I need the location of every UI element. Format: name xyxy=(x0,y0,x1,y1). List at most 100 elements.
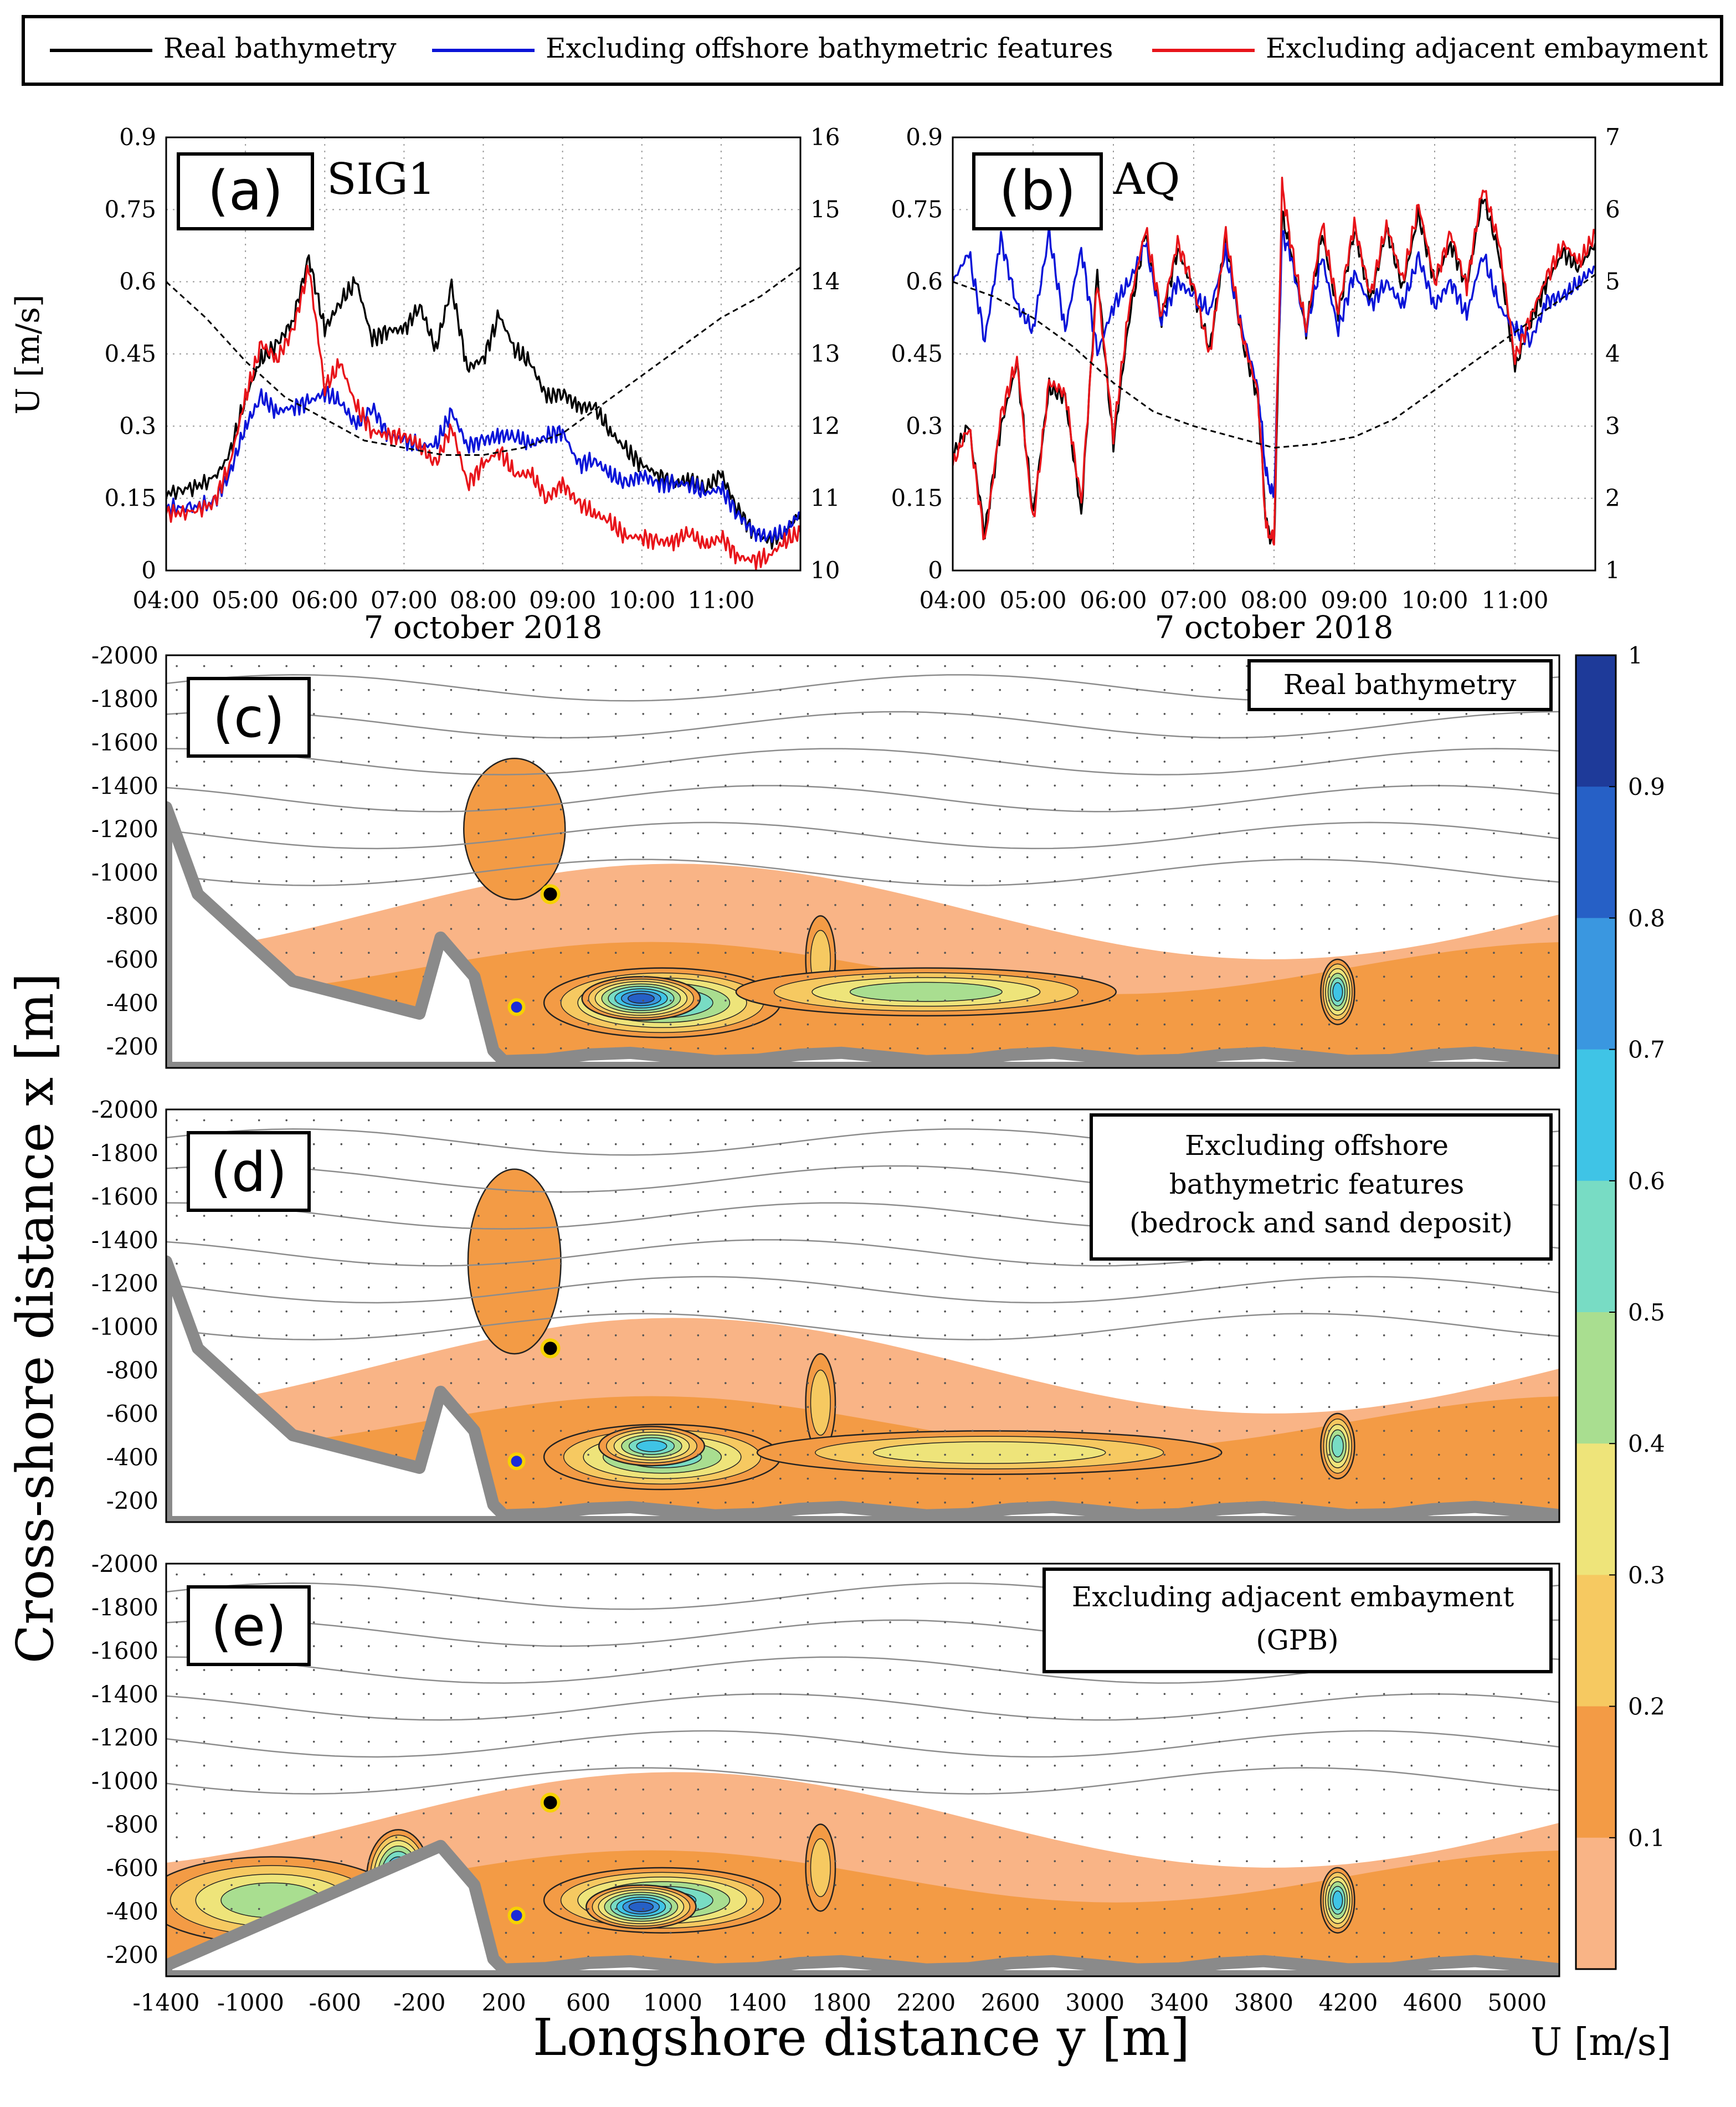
velocity-dot xyxy=(779,760,782,763)
velocity-dot xyxy=(1520,856,1523,859)
velocity-dot xyxy=(1273,1812,1276,1815)
y-tick-label: -1600 xyxy=(91,1637,158,1664)
velocity-dot xyxy=(1081,1931,1083,1934)
velocity-dot xyxy=(725,1717,727,1719)
velocity-dot xyxy=(505,1717,507,1719)
velocity-dot xyxy=(1054,975,1056,978)
velocity-dot xyxy=(642,1884,644,1887)
velocity-dot xyxy=(614,1931,617,1934)
velocity-dot xyxy=(368,1430,370,1432)
velocity-dot xyxy=(1081,832,1083,835)
colorbar-tick-label: 0.8 xyxy=(1628,905,1665,932)
velocity-dot xyxy=(1383,1693,1385,1695)
velocity-dot xyxy=(1410,1717,1413,1719)
velocity-dot xyxy=(944,1406,946,1408)
panel-b-series xyxy=(953,177,1595,546)
velocity-dot xyxy=(1081,856,1083,859)
velocity-dot xyxy=(999,1167,1001,1169)
velocity-dot xyxy=(1355,1453,1358,1456)
velocity-dot xyxy=(1465,1764,1468,1767)
velocity-dot xyxy=(614,1693,617,1695)
velocity-dot xyxy=(889,1693,891,1695)
velocity-dot xyxy=(532,1573,535,1576)
velocity-dot xyxy=(1136,737,1138,739)
velocity-dot xyxy=(587,1717,589,1719)
velocity-dot xyxy=(999,1238,1001,1241)
velocity-dot xyxy=(725,1310,727,1313)
velocity-dot xyxy=(861,688,864,691)
velocity-dot xyxy=(1108,1931,1111,1934)
velocity-dot xyxy=(1493,1812,1495,1815)
velocity-dot xyxy=(889,1262,891,1265)
velocity-dot xyxy=(971,1047,974,1050)
panel-b-xlabel: 7 october 2018 xyxy=(1155,610,1394,646)
velocity-dot xyxy=(532,1693,535,1695)
velocity-dot xyxy=(203,665,206,667)
velocity-dot xyxy=(1026,1884,1029,1887)
velocity-dot xyxy=(669,1238,672,1241)
velocity-dot xyxy=(1520,1453,1523,1456)
bathymetry-contour xyxy=(166,821,1559,850)
x-tick-label: 600 xyxy=(566,1989,610,2016)
velocity-dot xyxy=(1218,952,1221,954)
velocity-dot xyxy=(1191,1860,1193,1862)
velocity-dot xyxy=(505,1931,507,1934)
velocity-dot xyxy=(1520,784,1523,787)
velocity-dot xyxy=(642,1931,644,1934)
velocity-dot xyxy=(340,1334,343,1337)
velocity-dot xyxy=(258,1334,260,1337)
velocity-dot xyxy=(1548,1310,1550,1313)
velocity-dot xyxy=(450,737,453,739)
velocity-dot xyxy=(944,1191,946,1193)
velocity-dot xyxy=(395,880,398,882)
velocity-dot xyxy=(614,1143,617,1145)
velocity-dot xyxy=(944,1238,946,1241)
velocity-dot xyxy=(1218,1836,1221,1838)
velocity-dot xyxy=(697,1047,700,1050)
station-aq-marker xyxy=(507,1906,526,1925)
velocity-dot xyxy=(1273,808,1276,811)
velocity-dot xyxy=(834,1669,836,1671)
velocity-dot xyxy=(614,1310,617,1313)
velocity-dot xyxy=(340,1238,343,1241)
velocity-dot xyxy=(477,1789,480,1791)
velocity-dot xyxy=(834,1860,836,1862)
velocity-dot xyxy=(642,1382,644,1384)
y-tick-label: -1800 xyxy=(91,1139,158,1166)
velocity-dot xyxy=(1410,1908,1413,1910)
velocity-dot xyxy=(559,1382,562,1384)
velocity-dot xyxy=(1383,1286,1385,1289)
velocity-dot xyxy=(1273,713,1276,715)
velocity-dot xyxy=(559,784,562,787)
velocity-dot xyxy=(1520,1358,1523,1360)
velocity-dot xyxy=(1136,808,1138,811)
station-aq-marker xyxy=(507,998,526,1016)
velocity-dot xyxy=(1026,999,1029,1002)
velocity-dot xyxy=(505,737,507,739)
velocity-dot xyxy=(1218,1286,1221,1289)
velocity-dot xyxy=(697,808,700,811)
velocity-dot xyxy=(587,760,589,763)
velocity-dot xyxy=(999,1286,1001,1289)
velocity-dot xyxy=(395,1334,398,1337)
velocity-dot xyxy=(861,1789,864,1791)
velocity-dot xyxy=(642,975,644,978)
velocity-dot xyxy=(944,1789,946,1791)
velocity-dot xyxy=(176,1597,178,1600)
velocity-dot xyxy=(944,1955,946,1958)
velocity-dot xyxy=(1328,1501,1331,1504)
x-tick-label: 10:00 xyxy=(1401,587,1468,614)
velocity-dot xyxy=(999,760,1001,763)
velocity-dot xyxy=(779,1286,782,1289)
velocity-dot xyxy=(1410,1310,1413,1313)
velocity-dot xyxy=(312,784,315,787)
velocity-dot xyxy=(1246,1860,1248,1862)
velocity-dot xyxy=(779,904,782,906)
velocity-dot xyxy=(697,1358,700,1360)
velocity-dot xyxy=(505,975,507,978)
velocity-dot xyxy=(861,808,864,811)
velocity-dot xyxy=(725,1477,727,1480)
velocity-dot xyxy=(1136,1955,1138,1958)
velocity-dot xyxy=(1355,1262,1358,1265)
velocity-dot xyxy=(587,1023,589,1026)
